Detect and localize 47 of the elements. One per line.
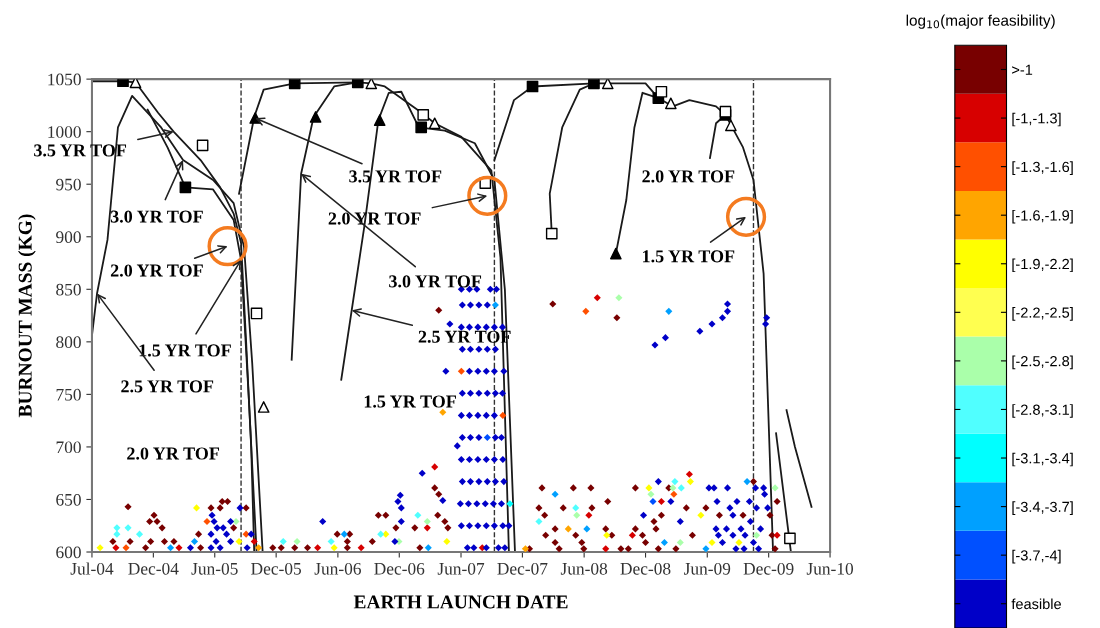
x-tick-label: Jun-05 (191, 562, 238, 575)
y-tick-label: 850 (56, 283, 81, 296)
y-tick-label: 800 (56, 336, 81, 349)
color-bar-label: >-1 (1012, 64, 1033, 75)
x-tick-label: Dec-04 (128, 562, 179, 575)
y-tick-label: 900 (56, 231, 81, 243)
color-bar-label: [-1.3,-1.6] (1012, 161, 1073, 175)
y-tick-label: 700 (56, 441, 81, 454)
y-tick-label: 1000 (48, 126, 81, 138)
x-tick-label: Jul-04 (70, 562, 114, 575)
annotation: 2.0 YR TOF (110, 264, 203, 277)
x-tick-label: Jun-06 (314, 562, 361, 575)
color-bar-title: log$_{10}$(major feasibility) (906, 14, 1055, 29)
x-tick-label: Jun-08 (560, 562, 608, 575)
x-tick-label: Jun-07 (437, 562, 485, 575)
color-bar-label: [-3.4,-3.7] (1012, 501, 1073, 515)
x-tick-label: Dec-08 (620, 562, 671, 575)
color-bar-label: [-1,-1.3] (1012, 112, 1061, 127)
annotation: 1.5 YR TOF (139, 344, 231, 357)
x-tick-label: Dec-09 (743, 562, 794, 575)
y-tick-label: 600 (56, 546, 81, 559)
color-bar-label: [-2.8,-3.1] (1012, 404, 1073, 418)
y-tick-label: 950 (56, 178, 81, 191)
x-tick-label: Jun-09 (684, 562, 731, 575)
x-tick-label: Dec-05 (251, 562, 302, 575)
annotation: 2.0 YR TOF (127, 447, 220, 460)
y-axis-title: BURNOUT MASS (KG) (18, 214, 36, 418)
x-tick-label: Dec-06 (374, 562, 425, 575)
annotation: 3.0 YR TOF (110, 210, 203, 223)
x-axis-title: EARTH LAUNCH DATE (353, 595, 568, 609)
x-tick-label: Dec-07 (497, 562, 548, 575)
color-bar-label: [-1.9,-2.2] (1012, 258, 1073, 273)
color-bar-label: [-2.2,-2.5] (1012, 307, 1073, 321)
y-tick-label: 650 (56, 493, 81, 506)
annotation: 1.5 YR TOF (364, 395, 456, 408)
y-tick-label: 1050 (48, 73, 81, 86)
annotation: 2.5 YR TOF (121, 380, 214, 393)
color-bar-label: [-1.6,-1.9] (1012, 209, 1073, 224)
y-tick-label: 750 (56, 388, 81, 401)
color-bar-label: feasible (1011, 598, 1061, 610)
x-tick-label: Jun-10 (806, 562, 854, 575)
color-bar-label: [-3.1,-3.4] (1012, 452, 1073, 467)
annotation: 3.0 YR TOF (389, 275, 482, 288)
color-bar-label: [-3.7,-4] (1012, 549, 1061, 564)
color-bar-label: [-2.5,-2.8] (1012, 355, 1073, 370)
annotation: 2.0 YR TOF (642, 170, 735, 183)
annotation: 1.5 YR TOF (643, 250, 735, 263)
